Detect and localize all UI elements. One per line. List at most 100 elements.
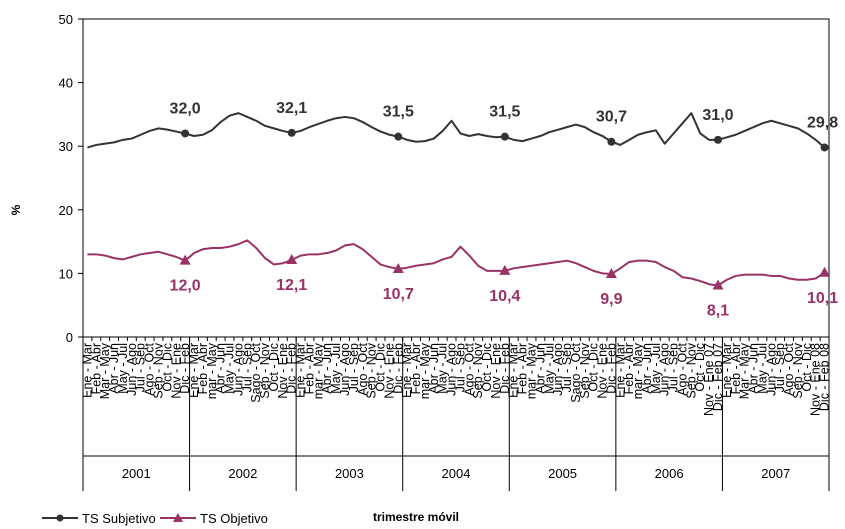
x-tick-label: Sep - Nov <box>258 342 272 398</box>
x-tick-label: Dic - Feb 07 <box>711 343 725 411</box>
data-label: 8,1 <box>707 302 729 319</box>
x-tick-label: Ago - Oct <box>462 342 476 395</box>
x-tick-label: May - Jul <box>649 343 663 394</box>
x-tick-label: Mar - May <box>738 342 752 399</box>
x-tick-label: Feb - Abr <box>409 343 423 394</box>
year-label: 2006 <box>655 466 684 481</box>
series-ts-objetivo <box>87 239 831 290</box>
legend-item-ts-objetivo: TS Objetivo <box>160 511 268 526</box>
data-label: 10,1 <box>807 290 838 307</box>
x-tick-label: Nov - Ene 07 <box>702 343 716 416</box>
data-label: 30,7 <box>596 109 627 126</box>
y-tick-label: 30 <box>59 139 73 154</box>
x-tick-label: Ago - Oct <box>356 342 370 395</box>
x-tick-label: Sep - Nov <box>791 342 805 398</box>
year-label: 2004 <box>442 466 471 481</box>
legend: TS Subjetivo TS Objetivo <box>42 511 268 526</box>
x-tick-label: Ene - Mar <box>80 343 94 398</box>
x-tick-label: Jun - Ago <box>445 343 459 396</box>
x-tick-label: Ene - Mar <box>294 343 308 398</box>
x-tick-label: Jul - Sep <box>347 343 361 392</box>
x-tick-label: mar - May <box>631 342 645 399</box>
x-tick-label: Abr - Jun <box>214 343 228 394</box>
x-tick-label: Nov - Ene <box>169 343 183 399</box>
series-line <box>87 239 826 287</box>
data-point <box>820 143 829 152</box>
x-tick-label: Abr - Jun <box>107 343 121 394</box>
data-label: 32,0 <box>170 100 201 117</box>
data-point <box>607 137 616 146</box>
x-tick-label: mar - May <box>418 342 432 399</box>
x-tick-label: Jul - Sep <box>773 343 787 392</box>
x-tick-label: Ago - Oct <box>675 342 689 395</box>
x-tick-label: Jul - Sep <box>240 343 254 392</box>
x-tick-label: Nov - Ene 08 <box>809 343 823 416</box>
y-tick-label: 10 <box>59 266 73 281</box>
x-tick-label: Feb - Abr <box>302 343 316 394</box>
x-tick-label: Sago - Oct <box>249 342 263 402</box>
series-line <box>87 112 826 149</box>
data-point <box>713 135 722 144</box>
x-tick-label: Abr - Jun <box>640 343 654 394</box>
y-axis: 0 10 20 30 40 50 <box>59 12 830 345</box>
data-point <box>500 132 509 141</box>
data-label: 10,4 <box>489 288 520 305</box>
x-tick-label: Dic - Feb <box>498 343 512 394</box>
data-label: 12,0 <box>170 278 201 295</box>
legend-triangle-marker <box>173 513 183 522</box>
x-tick-label: Jul - Sep <box>453 343 467 392</box>
year-label: 2005 <box>548 466 577 481</box>
data-label: 32,1 <box>276 100 307 117</box>
x-tick-label: Abr - Jun <box>747 343 761 394</box>
x-tick-label: mar - May <box>311 342 325 399</box>
x-tick-label: Dic - Feb <box>391 343 405 394</box>
data-point <box>286 254 298 265</box>
x-tick-label: Ene - Mar <box>507 343 521 398</box>
x-tick-label: Jun - Ago <box>764 343 778 396</box>
x-tick-label: Jul - Sep <box>134 343 148 392</box>
data-point <box>499 264 511 275</box>
data-point <box>392 262 404 273</box>
x-tick-label: Sago - Oct <box>569 342 583 402</box>
x-tick-label: Dic - Feb <box>285 343 299 394</box>
x-tick-label: Dic - Feb <box>604 343 618 394</box>
x-tick-label: Nov - Ene <box>276 343 290 399</box>
legend-label-ts-objetivo: TS Objetivo <box>200 511 268 526</box>
x-tick-label: Sep - Nov <box>365 342 379 398</box>
data-label: 31,5 <box>383 104 414 121</box>
x-tick-label: Feb - Abr <box>516 343 530 394</box>
data-point <box>712 279 724 290</box>
series-ts-subjetivo <box>87 112 829 152</box>
x-tick-label: May - Jul <box>329 343 343 394</box>
x-tick-label: Dic - Feb 08 <box>818 343 832 411</box>
x-tick-label: Nov - Ene <box>382 343 396 399</box>
y-tick-label: 50 <box>59 12 73 27</box>
x-tick-label: Oct - Dic <box>800 343 814 392</box>
data-label: 9,9 <box>600 291 622 308</box>
legend-label-ts-subjetivo: TS Subjetivo <box>82 511 156 526</box>
x-tick-label: Ene - Mar <box>720 343 734 398</box>
x-tick-label: Sep - Nov <box>684 342 698 398</box>
x-tick-label: May - Jul <box>542 343 556 394</box>
x-tick-label: Jun - Ago <box>125 343 139 396</box>
x-tick-label: Oct - Dic <box>267 343 281 392</box>
x-tick-label: Feb - Abr <box>89 343 103 394</box>
x-tick-label: Abr - Jun <box>320 343 334 394</box>
legend-item-ts-subjetivo: TS Subjetivo <box>42 511 156 526</box>
y-tick-label: 40 <box>59 76 73 91</box>
x-tick-label: Oct - Dic <box>587 343 601 392</box>
x-tick-label: May - Jul <box>755 343 769 394</box>
data-label: 12,1 <box>276 277 307 294</box>
x-tick-label: Sep - Nov <box>578 342 592 398</box>
x-tick-label: Ene - Mar <box>613 343 627 398</box>
data-point <box>179 254 191 265</box>
x-tick-label: Feb - Abr <box>729 343 743 394</box>
x-tick-label: Mar - May <box>98 342 112 399</box>
x-tick-label: May - Jul <box>436 343 450 394</box>
data-point <box>181 129 190 138</box>
x-axis-title: trimestre móvil <box>373 510 459 524</box>
year-label: 2003 <box>335 466 364 481</box>
data-label: 10,7 <box>383 286 414 303</box>
